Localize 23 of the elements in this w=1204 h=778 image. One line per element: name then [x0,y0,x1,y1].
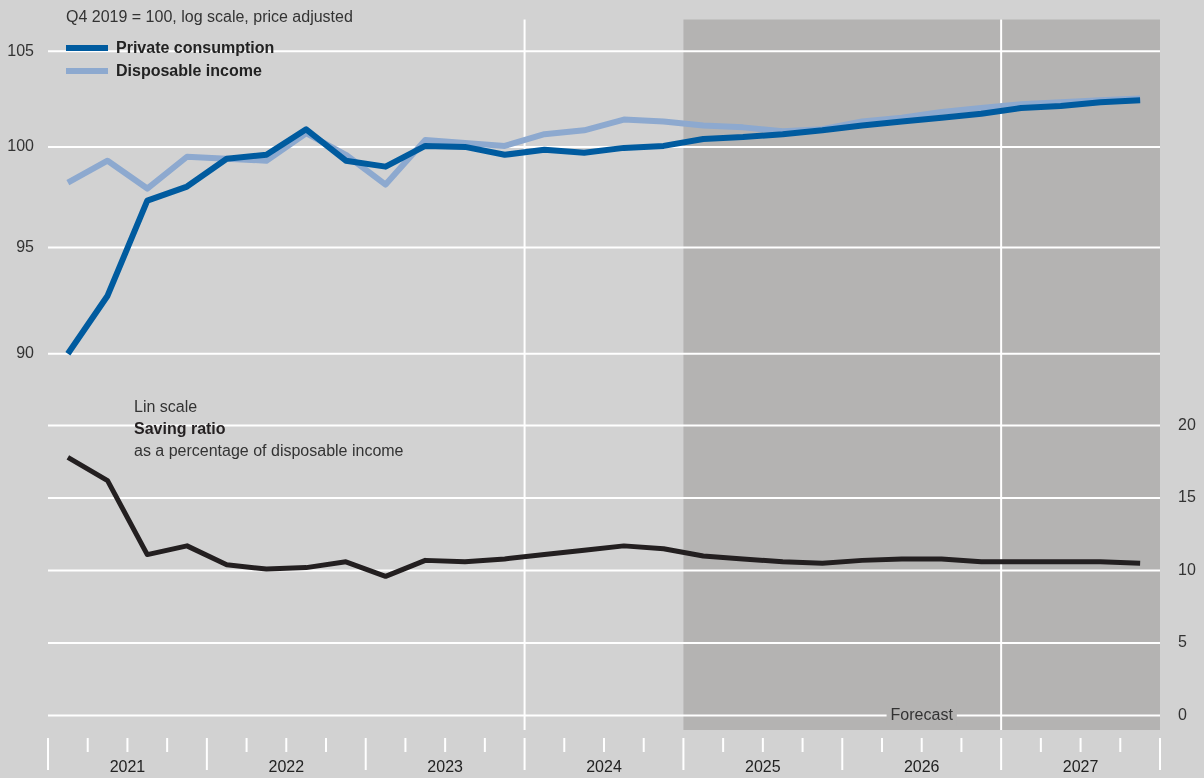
x-tick-label: 2024 [586,758,622,776]
y-tick-label: 95 [16,237,35,255]
y2-tick-label: 20 [1178,415,1196,433]
legend-label: Disposable income [116,61,262,80]
x-tick-label: 2027 [1062,758,1099,776]
annotation: as a percentage of disposable income [134,441,404,461]
x-tick-label: 2023 [427,758,464,776]
x-tick-label: 2025 [745,758,781,776]
annotation: Lin scale [134,397,199,417]
y2-tick-label: 0 [1178,705,1187,723]
y-tick-label: 90 [16,344,35,362]
y-tick-label: 105 [7,41,35,59]
legend-label: Private consumption [116,38,275,57]
x-tick-label: 2021 [109,758,146,776]
chart-subtitle: Q4 2019 = 100, log scale, price adjusted [66,8,353,26]
text: Saving ratio [134,419,227,439]
x-tick-label: 2022 [268,758,305,776]
band-label: Forecast [890,706,954,724]
y-tick-label: 100 [7,137,35,155]
y2-tick-label: 15 [1178,488,1196,506]
x-tick-label: 2026 [903,758,940,776]
y2-tick-label: 5 [1178,633,1187,651]
y2-tick-label: 10 [1178,560,1196,578]
